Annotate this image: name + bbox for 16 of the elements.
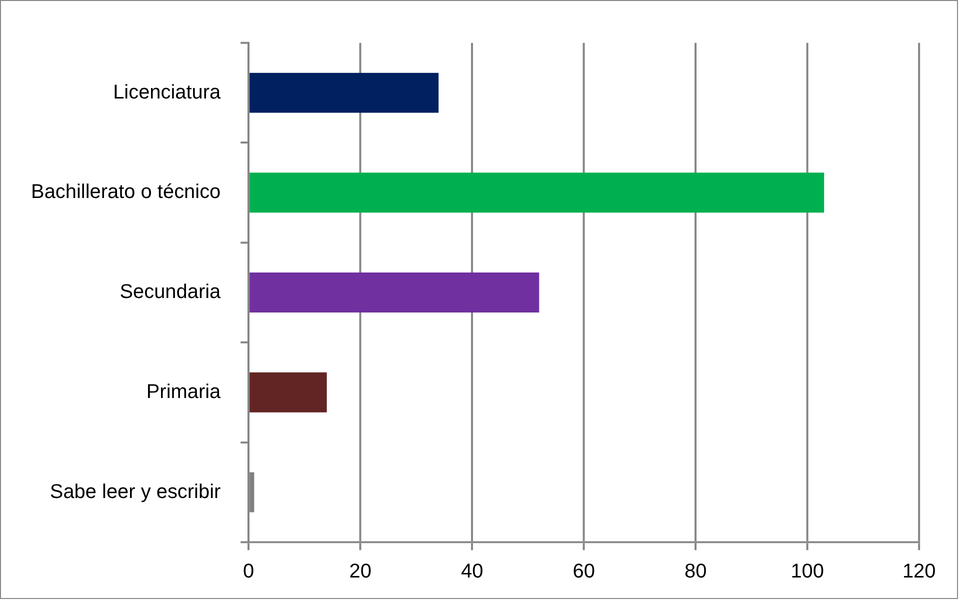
- x-tick-label: 20: [349, 560, 372, 583]
- y-tick-label: Licenciatura: [113, 81, 222, 104]
- y-tick-label: Sabe leer y escribir: [50, 480, 221, 503]
- bar: [250, 272, 540, 312]
- bar: [250, 372, 327, 412]
- bar: [250, 72, 439, 113]
- y-tick-label: Primaria: [146, 380, 222, 403]
- x-tick-label: 60: [572, 560, 595, 583]
- x-tick-label: 80: [684, 560, 707, 583]
- x-tick-label: 120: [902, 560, 936, 583]
- x-tick-label: 0: [243, 560, 254, 583]
- bar: [250, 172, 824, 213]
- x-tick-label: 40: [460, 560, 484, 583]
- y-tick-label: Bachillerato o técnico: [31, 181, 221, 204]
- y-tick-label: Secundaria: [120, 281, 222, 304]
- x-tick-label: 100: [790, 560, 824, 583]
